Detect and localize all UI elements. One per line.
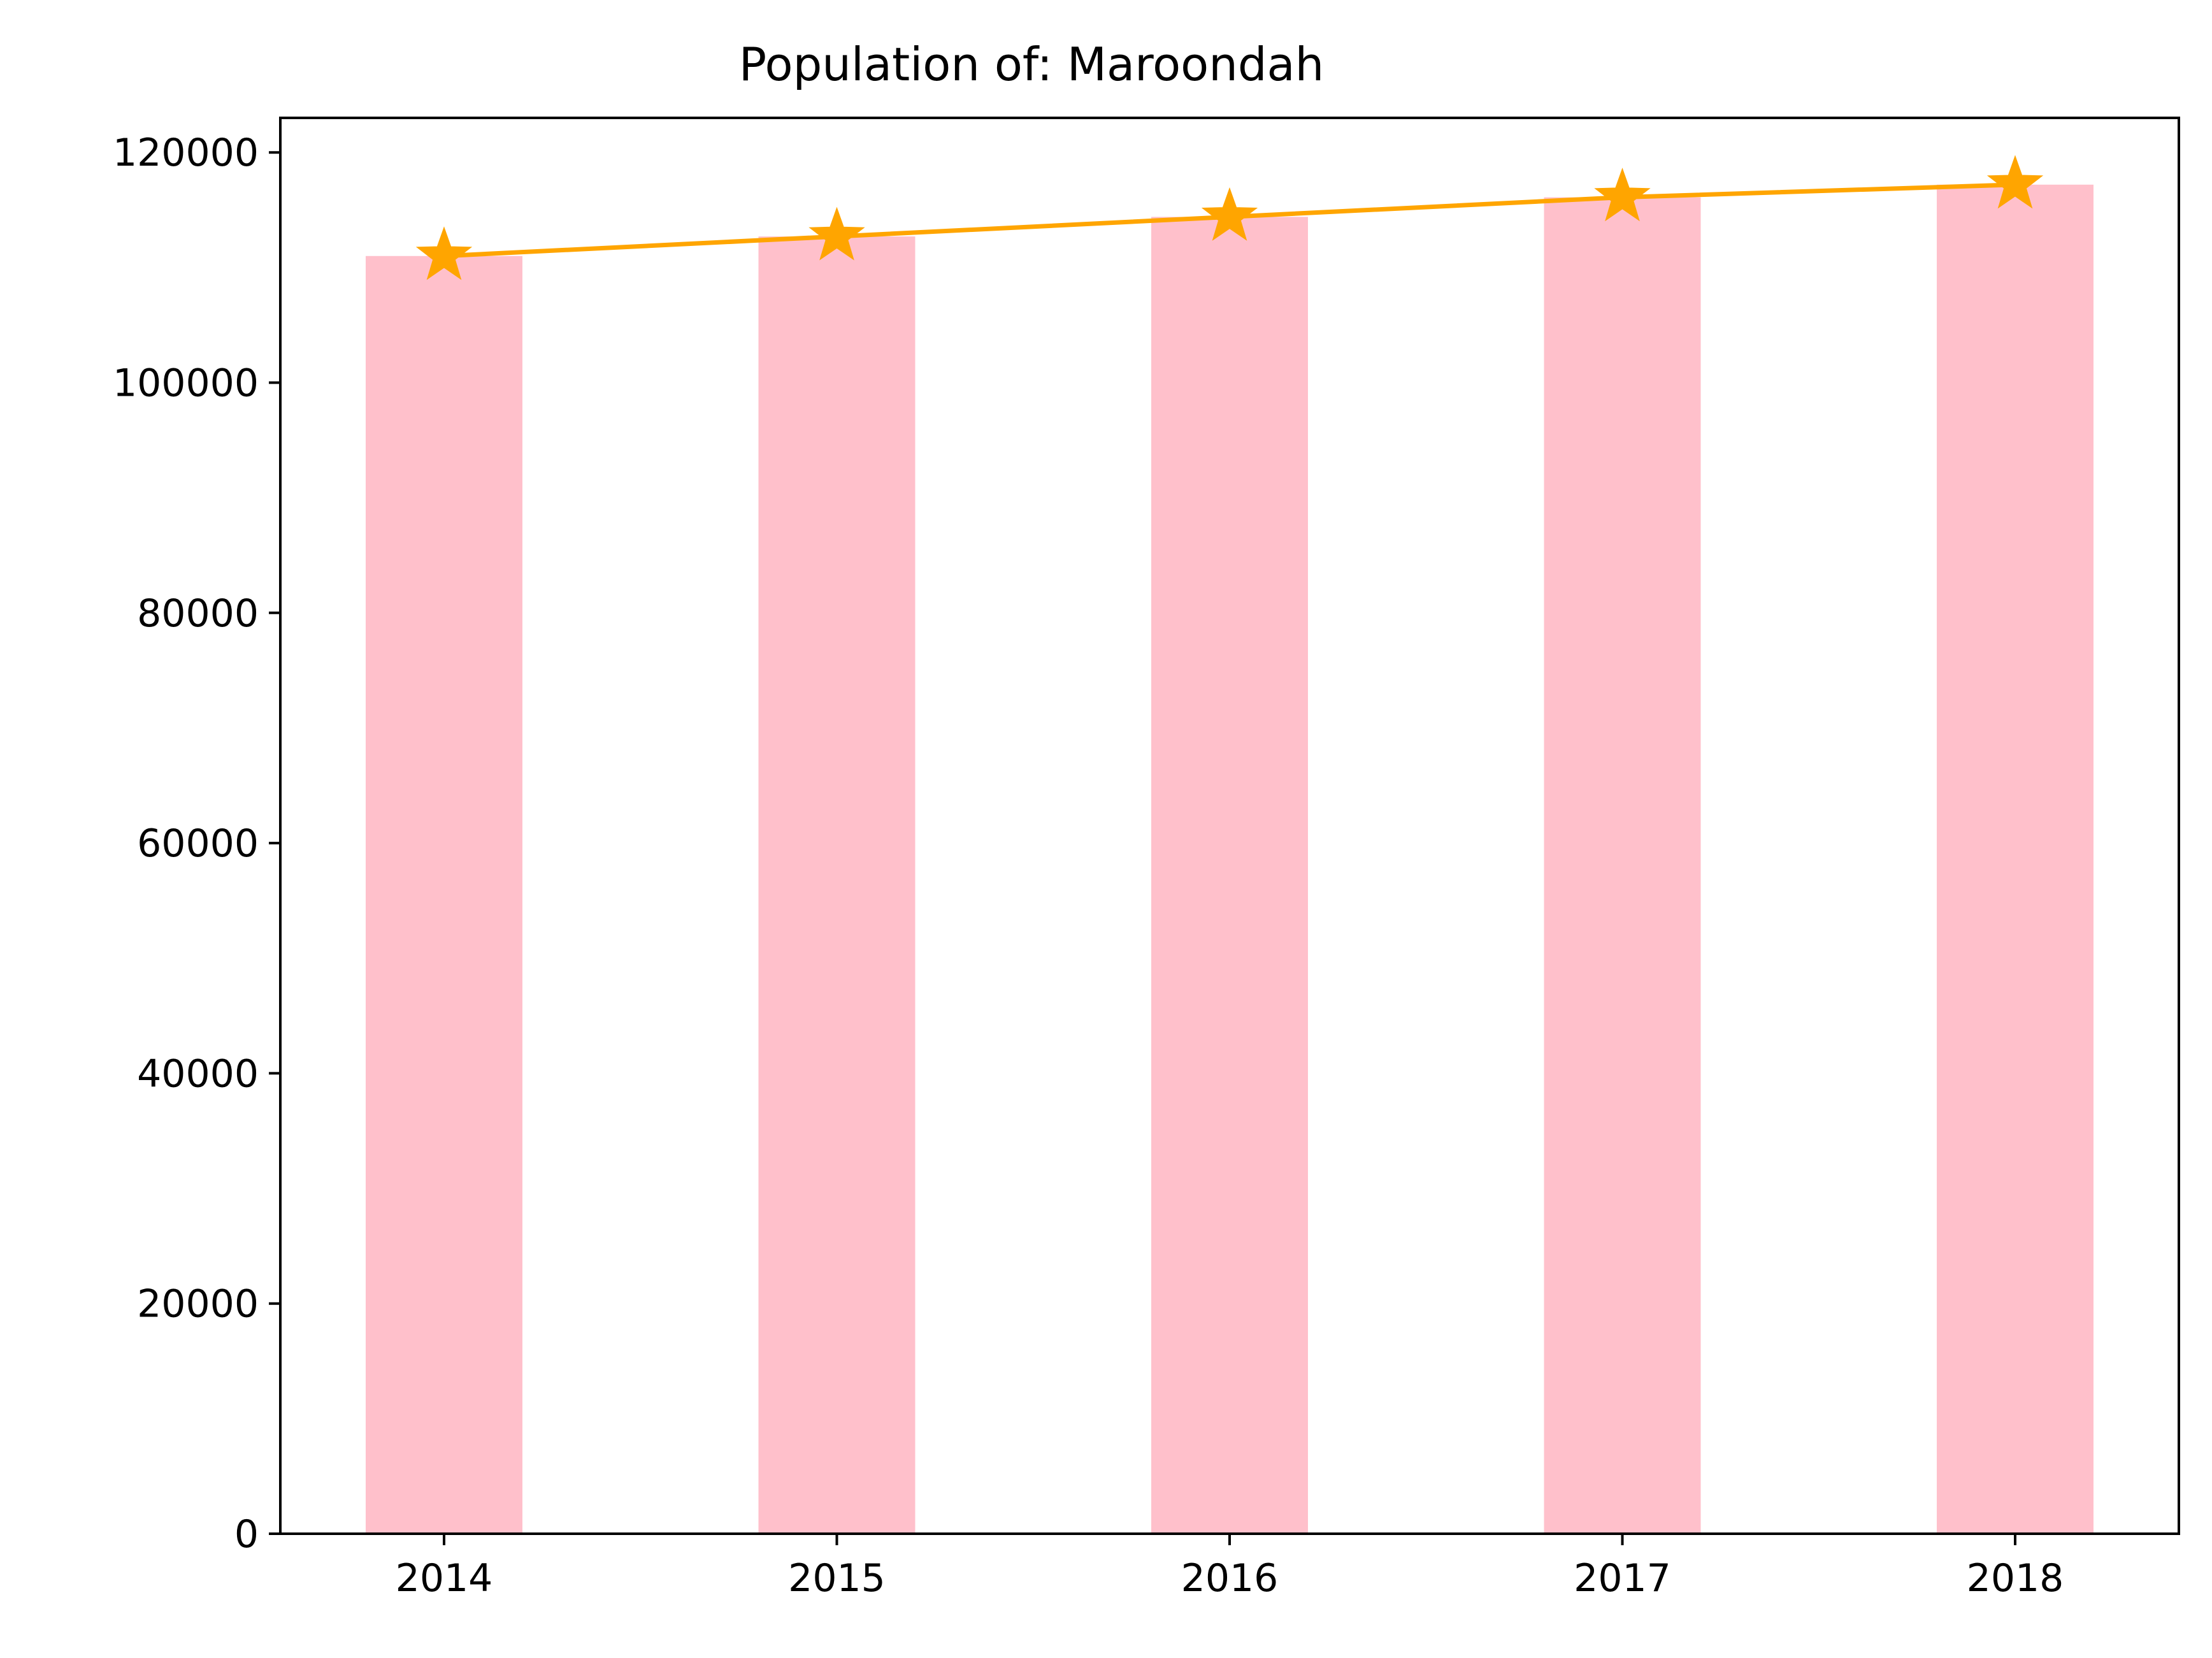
bar-2014 xyxy=(366,256,522,1534)
markers-layer xyxy=(415,155,2044,280)
x-tick-label: 2014 xyxy=(396,1556,493,1601)
bar-2015 xyxy=(758,236,916,1534)
y-axis: 0 20000 40000 60000 80000 100000 120000 xyxy=(113,131,280,1557)
star-marker-2014 xyxy=(415,226,473,280)
star-marker-2016 xyxy=(1201,187,1258,241)
y-tick-label: 20000 xyxy=(137,1282,259,1327)
x-axis: 2014 2015 2016 2017 2018 xyxy=(396,1534,2064,1601)
bar-2016 xyxy=(1151,217,1308,1534)
star-marker-2018 xyxy=(1986,155,2044,209)
x-tick-label: 2016 xyxy=(1181,1556,1279,1601)
chart-title: Population of: Maroondah xyxy=(739,38,1325,91)
y-tick-label: 0 xyxy=(234,1512,259,1557)
y-tick-label: 80000 xyxy=(137,591,259,636)
bar-2018 xyxy=(1937,184,2094,1534)
bar-2017 xyxy=(1544,197,1701,1534)
y-tick-label: 60000 xyxy=(137,821,259,866)
y-tick-label: 40000 xyxy=(137,1051,259,1096)
y-tick-label: 120000 xyxy=(113,131,259,175)
x-tick-label: 2017 xyxy=(1574,1556,1671,1601)
star-marker-2015 xyxy=(808,206,865,261)
star-marker-2017 xyxy=(1594,168,1651,222)
bars-layer xyxy=(366,184,2094,1534)
y-tick-label: 100000 xyxy=(113,361,259,405)
x-tick-label: 2015 xyxy=(788,1556,886,1601)
x-tick-label: 2018 xyxy=(1967,1556,2064,1601)
